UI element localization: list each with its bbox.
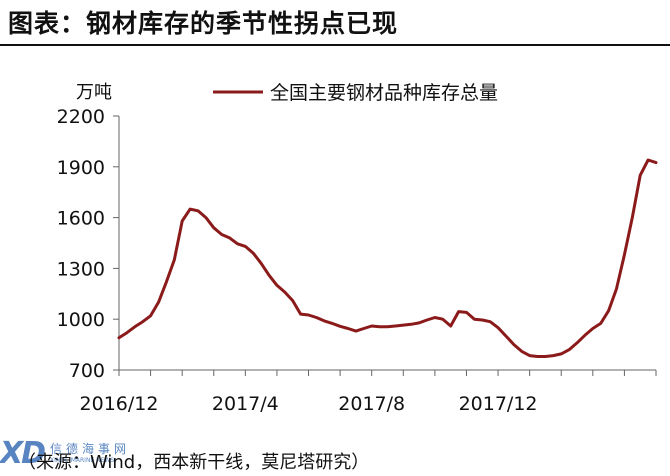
y-tick-label: 700 <box>69 360 105 382</box>
y-axis-unit-label: 万吨 <box>76 82 112 103</box>
x-tick-label: 2017/12 <box>459 393 538 415</box>
watermark-logo: XD <box>0 435 46 471</box>
x-axis-ticks: 2016/12 2017/4 2017/8 2017/12 <box>80 370 657 415</box>
y-tick-label: 2200 <box>57 106 105 128</box>
legend-series-label: 全国主要钢材品种库存总量 <box>270 82 498 104</box>
y-axis-ticks: 2200 1900 1600 1300 1000 700 <box>57 106 119 382</box>
source-note: （来源：Wind，西本新干线，莫尼塔研究） <box>18 452 370 473</box>
y-tick-label: 1900 <box>57 157 105 179</box>
y-tick-label: 1300 <box>57 258 105 280</box>
x-tick-label: 2017/8 <box>338 393 405 415</box>
series-line-inventory <box>117 158 658 358</box>
title-divider <box>0 44 670 46</box>
x-tick-label: 2017/4 <box>212 393 279 415</box>
watermark-text-cn: 信德海事网 <box>50 441 131 456</box>
chart-legend: 全国主要钢材品种库存总量 <box>213 82 498 104</box>
chart-axes <box>118 116 656 371</box>
page-title: 图表：钢材库存的季节性拐点已现 <box>8 9 399 38</box>
watermark-text-en: XINDE MARINE NEWS <box>50 456 115 464</box>
x-tick-label: 2016/12 <box>80 393 159 415</box>
y-tick-label: 1000 <box>57 309 105 331</box>
watermark: XD 信德海事网 XINDE MARINE NEWS <box>0 435 131 471</box>
y-tick-label: 1600 <box>57 208 105 230</box>
